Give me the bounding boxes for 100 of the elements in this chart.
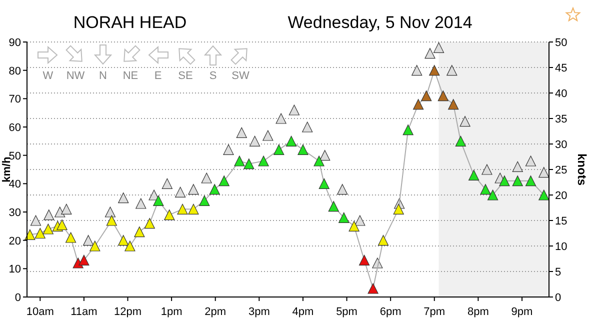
y2-tick-label: 40	[555, 88, 568, 100]
point	[258, 156, 269, 166]
point	[54, 206, 66, 218]
point	[244, 158, 254, 170]
y2-tick-label: 50	[555, 37, 568, 49]
point	[249, 136, 260, 146]
y2-tick-label: 45	[555, 62, 568, 74]
point	[274, 144, 284, 155]
x-tick-label: 4pm	[292, 306, 314, 318]
point	[402, 124, 414, 136]
y-tick-label: 0	[14, 292, 21, 304]
point	[106, 215, 117, 226]
chart-title: NORAH HEAD	[73, 13, 187, 32]
point	[188, 184, 199, 195]
annotation: SE	[178, 70, 193, 82]
y-tick-label: 30	[8, 207, 21, 219]
point	[188, 204, 199, 214]
point	[118, 235, 129, 246]
point	[302, 122, 313, 132]
y2-tick-label: 25	[555, 164, 568, 176]
point	[348, 220, 360, 232]
point	[148, 190, 160, 200]
x-tick-label: 7pm	[424, 306, 446, 318]
point	[177, 204, 188, 214]
point	[337, 184, 348, 195]
point	[218, 176, 230, 186]
point	[320, 150, 330, 161]
y-tick-label: 20	[8, 235, 21, 248]
y2-tick-label: 20	[555, 190, 568, 202]
point	[487, 190, 498, 200]
point	[438, 90, 448, 102]
point	[262, 130, 274, 141]
point	[482, 164, 492, 175]
chart-subtitle: Wednesday, 5 Nov 2014	[288, 13, 472, 32]
y2-tick-label: 35	[555, 114, 568, 126]
point	[162, 178, 172, 189]
point	[223, 144, 234, 155]
point	[460, 116, 470, 127]
point	[433, 42, 444, 53]
y2-tick-label: 5	[555, 266, 562, 278]
point	[24, 229, 36, 240]
point	[118, 192, 129, 204]
point	[56, 219, 68, 230]
point	[276, 113, 286, 124]
point	[175, 186, 186, 198]
point	[164, 210, 175, 220]
point	[318, 178, 330, 189]
point	[480, 184, 491, 195]
point	[424, 48, 436, 59]
point	[134, 226, 145, 238]
point	[413, 99, 424, 110]
point	[338, 212, 350, 223]
point	[538, 190, 550, 200]
point	[448, 99, 459, 110]
annotation: NE	[122, 70, 138, 82]
y-tick-label: 80	[8, 65, 21, 78]
point	[468, 170, 480, 180]
annotation: E	[154, 70, 162, 82]
x-tick-label: 1pm	[160, 306, 182, 318]
x-tick-label: 10am	[26, 306, 54, 318]
y2-tick-label: 15	[555, 216, 568, 228]
annotation: N	[99, 70, 108, 82]
point	[201, 172, 212, 184]
x-tick-label: 2pm	[204, 306, 226, 318]
point	[234, 156, 245, 166]
x-tick-label: 12pm	[114, 306, 142, 318]
annotation: S	[209, 70, 217, 82]
y-tick-label: 40	[8, 178, 21, 191]
point	[209, 184, 220, 195]
point	[354, 215, 366, 226]
point	[61, 204, 72, 214]
point	[153, 195, 164, 206]
point	[378, 235, 389, 246]
y-tick-label: 10	[8, 264, 21, 276]
point	[429, 65, 440, 76]
annotation: SW	[232, 70, 250, 82]
point	[525, 176, 536, 186]
point	[393, 204, 404, 214]
point	[42, 224, 54, 234]
point	[136, 198, 146, 209]
point	[34, 228, 46, 239]
point	[512, 176, 523, 186]
point	[455, 136, 466, 146]
x-tick-label: 9pm	[511, 306, 533, 318]
annotation: W	[42, 70, 54, 82]
y2-axis-title: knots	[575, 153, 589, 186]
y-tick-label: 60	[8, 122, 21, 134]
point	[78, 254, 90, 266]
point	[358, 254, 370, 266]
point	[314, 156, 324, 166]
point	[30, 215, 42, 226]
point	[368, 283, 378, 294]
point	[538, 167, 550, 178]
point	[104, 206, 116, 218]
point	[499, 176, 510, 186]
point	[66, 232, 76, 243]
y2-tick-label: 30	[555, 139, 568, 151]
point	[144, 218, 155, 229]
y-tick-label: 50	[8, 150, 21, 162]
x-tick-label: 3pm	[248, 306, 270, 318]
